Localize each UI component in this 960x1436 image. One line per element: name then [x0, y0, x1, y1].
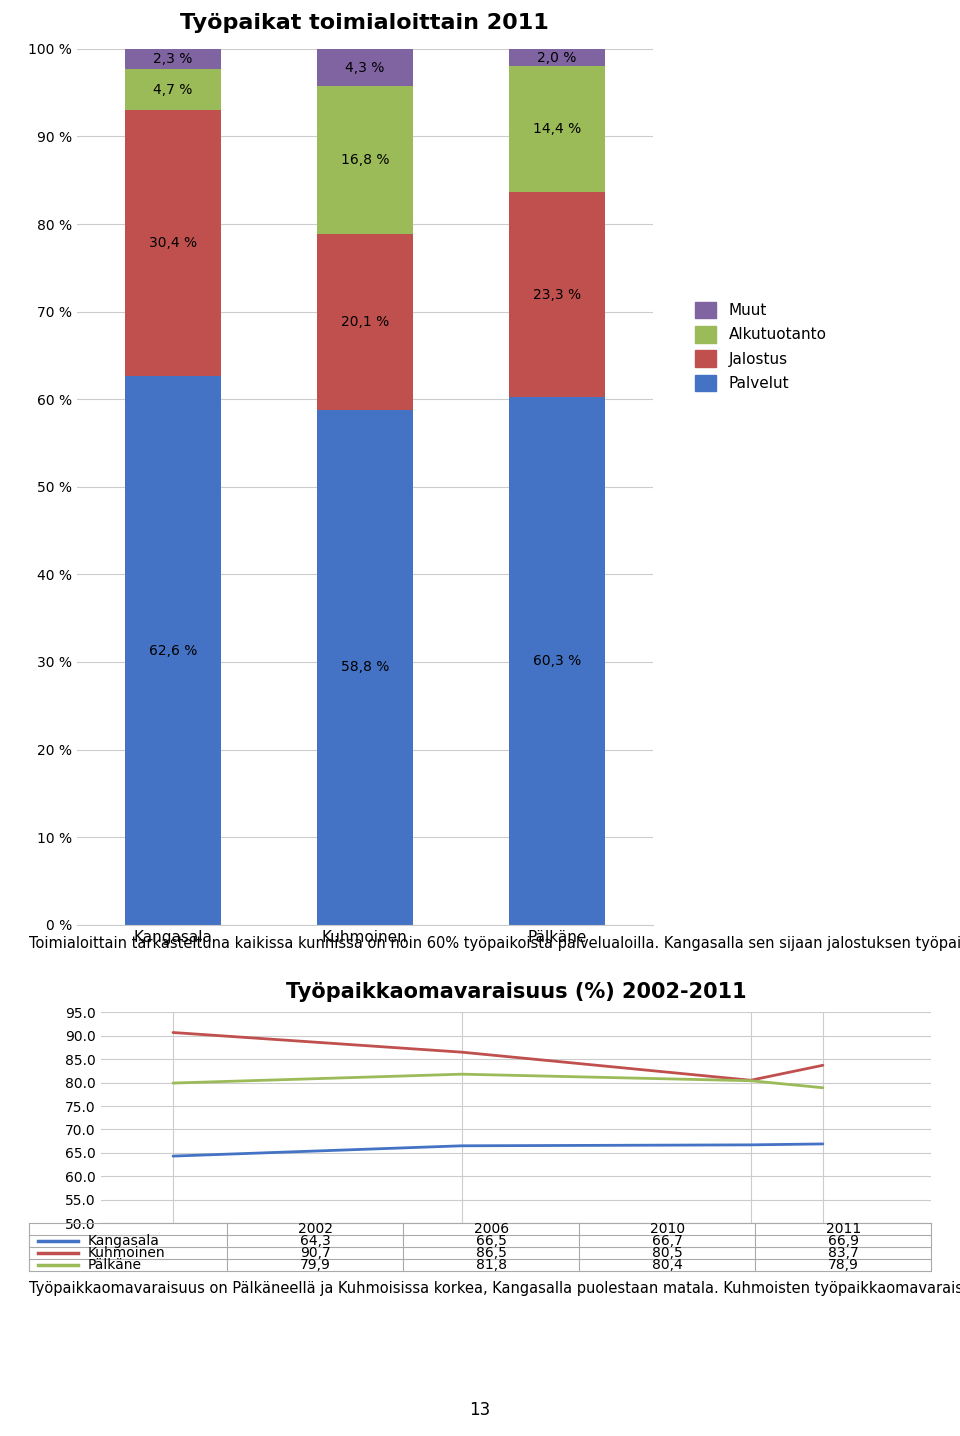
Text: 4,3 %: 4,3 %: [345, 60, 385, 75]
Text: 2002: 2002: [298, 1222, 333, 1236]
Text: 2010: 2010: [650, 1222, 684, 1236]
Bar: [509, 49, 605, 66]
Bar: [509, 192, 605, 396]
Title: Työpaikat toimialoittain 2011: Työpaikat toimialoittain 2011: [180, 13, 549, 33]
Text: 66,9: 66,9: [828, 1234, 858, 1248]
Text: 79,9: 79,9: [300, 1258, 331, 1272]
Text: Toimialoittain tarkasteltuna kaikissa kunnissa on noin 60% työpaikoista palvelua: Toimialoittain tarkasteltuna kaikissa ku…: [29, 936, 960, 951]
Bar: [125, 49, 221, 69]
Text: 4,7 %: 4,7 %: [153, 82, 193, 96]
Text: 16,8 %: 16,8 %: [341, 154, 389, 167]
Text: 80,4: 80,4: [652, 1258, 683, 1272]
Text: 20,1 %: 20,1 %: [341, 314, 389, 329]
Text: 14,4 %: 14,4 %: [533, 122, 581, 136]
Text: 83,7: 83,7: [828, 1246, 858, 1259]
Bar: [125, 69, 221, 111]
Text: 80,5: 80,5: [652, 1246, 683, 1259]
Text: 86,5: 86,5: [476, 1246, 507, 1259]
Text: 2006: 2006: [473, 1222, 509, 1236]
Text: Työpaikkaomavaraisuus on Pälkäneellä ja Kuhmoisissa korkea, Kangasalla puolestaa: Työpaikkaomavaraisuus on Pälkäneellä ja …: [29, 1281, 960, 1295]
Text: 58,8 %: 58,8 %: [341, 661, 389, 675]
Text: 60,3 %: 60,3 %: [533, 653, 581, 668]
Bar: [317, 234, 413, 409]
Bar: [317, 49, 413, 86]
Bar: [125, 111, 221, 376]
Text: 30,4 %: 30,4 %: [149, 237, 197, 250]
Text: 2011: 2011: [826, 1222, 861, 1236]
Text: 62,6 %: 62,6 %: [149, 643, 197, 658]
Text: 66,7: 66,7: [652, 1234, 683, 1248]
Text: Kangasala: Kangasala: [87, 1234, 159, 1248]
Text: Pälkäne: Pälkäne: [87, 1258, 141, 1272]
Bar: [317, 409, 413, 925]
Text: 2,0 %: 2,0 %: [537, 50, 577, 65]
Text: 13: 13: [469, 1400, 491, 1419]
Text: Kuhmoinen: Kuhmoinen: [87, 1246, 165, 1259]
Legend: Muut, Alkutuotanto, Jalostus, Palvelut: Muut, Alkutuotanto, Jalostus, Palvelut: [695, 302, 827, 391]
Text: 64,3: 64,3: [300, 1234, 330, 1248]
Text: 78,9: 78,9: [828, 1258, 858, 1272]
Text: 23,3 %: 23,3 %: [533, 287, 581, 302]
Title: Työpaikkaomavaraisuus (%) 2002-2011: Työpaikkaomavaraisuus (%) 2002-2011: [286, 982, 746, 1002]
Text: 2,3 %: 2,3 %: [153, 52, 193, 66]
Text: 81,8: 81,8: [476, 1258, 507, 1272]
Text: 66,5: 66,5: [476, 1234, 507, 1248]
Text: 90,7: 90,7: [300, 1246, 330, 1259]
Bar: [509, 396, 605, 925]
Bar: [317, 86, 413, 234]
Bar: [125, 376, 221, 925]
Bar: [509, 66, 605, 192]
